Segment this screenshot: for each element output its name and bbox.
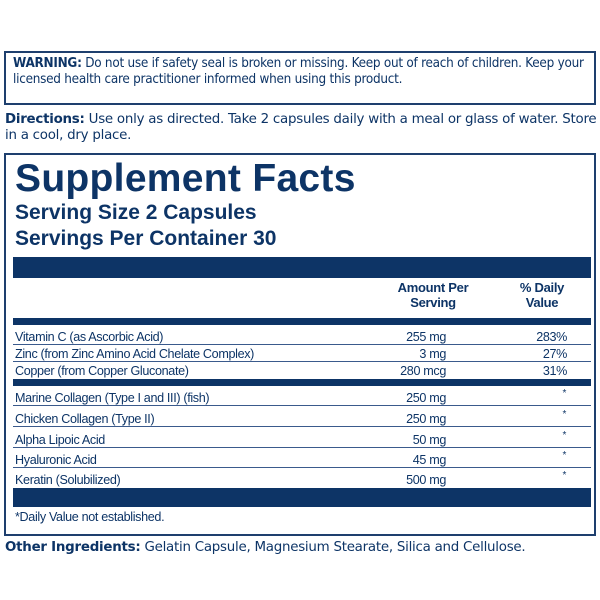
daily-value-footnote: *Daily Value not established. — [15, 510, 165, 524]
directions: Directions: Use only as directed. Take 2… — [5, 112, 599, 143]
other-ingredients-label: Other Ingredients: — [5, 540, 141, 555]
directions-label: Directions: — [5, 112, 85, 127]
nutrient-row: Zinc (from Zinc Amino Acid Chelate Compl… — [13, 346, 591, 362]
nutrient-amount: 280 mcg — [400, 364, 446, 378]
directions-body: Use only as directed. Take 2 capsules da… — [5, 112, 597, 143]
divider-bar-header — [13, 318, 591, 325]
warning-box: WARNING: Do not use if safety seal is br… — [4, 51, 596, 105]
nutrient-row: Chicken Collagen (Type II) 250 mg * — [13, 407, 591, 427]
column-header-amount-line1: Amount Per — [397, 280, 469, 295]
nutrient-name: Zinc (from Zinc Amino Acid Chelate Compl… — [15, 347, 255, 361]
nutrient-row: Copper (from Copper Gluconate) 280 mcg 3… — [13, 363, 591, 378]
supplement-facts-panel: Supplement Facts Serving Size 2 Capsules… — [4, 153, 596, 536]
divider-bar-mid — [13, 379, 591, 386]
column-header-amount: Amount Per Serving — [383, 280, 483, 310]
nutrient-amount: 250 mg — [406, 391, 446, 405]
nutrient-amount: 255 mg — [406, 330, 446, 344]
warning-body: Do not use if safety seal is broken or m… — [13, 56, 584, 87]
nutrient-amount: 50 mg — [412, 433, 447, 447]
nutrient-daily-value: * — [562, 409, 566, 420]
other-ingredients-body: Gelatin Capsule, Magnesium Stearate, Sil… — [140, 540, 526, 555]
divider-bar-thick — [13, 257, 591, 278]
nutrient-row: Alpha Lipoic Acid 50 mg * — [13, 428, 591, 448]
nutrient-daily-value: * — [562, 430, 566, 441]
nutrient-row: Hyaluronic Acid 45 mg * — [13, 449, 591, 468]
nutrient-name: Keratin (Solubilized) — [15, 473, 121, 487]
nutrient-row: Vitamin C (as Ascorbic Acid) 255 mg 283% — [13, 327, 591, 345]
nutrient-name: Copper (from Copper Gluconate) — [15, 364, 189, 378]
other-ingredients: Other Ingredients: Gelatin Capsule, Magn… — [5, 540, 599, 556]
nutrient-daily-value: 31% — [542, 364, 568, 378]
column-header-daily-value: % Daily Value — [497, 280, 587, 310]
nutrient-row: Keratin (Solubilized) 500 mg * — [13, 469, 591, 487]
nutrient-name: Marine Collagen (Type I and III) (fish) — [15, 391, 210, 405]
nutrient-daily-value: 27% — [542, 347, 568, 361]
column-header-dv-line2: Value — [525, 294, 559, 310]
column-header-amount-line2: Serving — [410, 294, 456, 310]
serving-size: Serving Size 2 Capsules — [15, 201, 257, 224]
nutrient-amount: 45 mg — [412, 453, 447, 467]
divider-bar-bottom — [13, 488, 591, 507]
nutrient-name: Chicken Collagen (Type II) — [15, 412, 155, 426]
nutrient-row: Marine Collagen (Type I and III) (fish) … — [13, 387, 591, 406]
supplement-facts-title: Supplement Facts — [15, 157, 356, 200]
nutrient-name: Vitamin C (as Ascorbic Acid) — [15, 330, 164, 344]
nutrient-name: Alpha Lipoic Acid — [15, 433, 105, 447]
nutrient-name: Hyaluronic Acid — [15, 453, 97, 467]
nutrient-daily-value: * — [562, 450, 566, 461]
nutrient-amount: 250 mg — [406, 412, 446, 426]
column-header-dv-line1: % Daily — [519, 280, 565, 295]
nutrient-daily-value: * — [562, 470, 566, 481]
nutrient-daily-value: 283% — [536, 330, 567, 344]
warning-text: WARNING: Do not use if safety seal is br… — [13, 56, 593, 88]
nutrient-daily-value: * — [562, 388, 566, 399]
servings-per-container: Servings Per Container 30 — [15, 227, 277, 250]
warning-label: WARNING: — [13, 56, 82, 71]
nutrient-amount: 500 mg — [406, 473, 446, 487]
nutrient-amount: 3 mg — [419, 347, 446, 361]
